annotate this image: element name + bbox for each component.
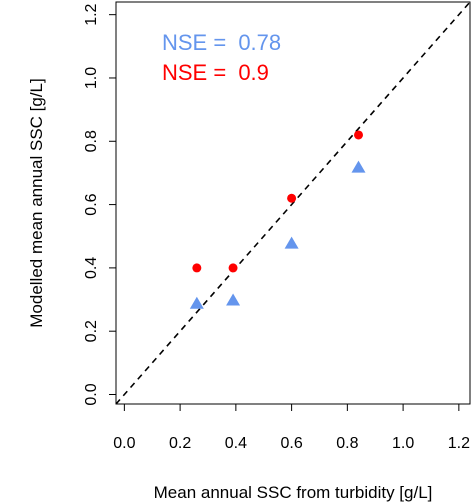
y-tick-label: 1.2 xyxy=(83,3,100,25)
y-axis-label: Modelled mean annual SSC [g/L] xyxy=(27,78,46,328)
x-tick-label: 0.8 xyxy=(336,435,358,452)
nse-value: 0.78 xyxy=(238,30,281,55)
x-axis-label: Mean annual SSC from turbidity [g/L] xyxy=(154,483,433,502)
nse-annotation: NSE = 0.78 xyxy=(162,30,281,55)
data-point-circle xyxy=(228,263,238,273)
one-to-one-reference-line xyxy=(115,1,471,405)
data-point-circle xyxy=(354,130,364,140)
nse-label: NSE = xyxy=(162,30,232,55)
y-tick-label: 0.0 xyxy=(83,383,100,405)
y-tick-label: 0.6 xyxy=(83,193,100,215)
data-point-triangle xyxy=(351,160,366,173)
y-tick-label: 0.2 xyxy=(83,320,100,342)
data-point-triangle xyxy=(226,293,241,306)
y-tick-label: 1.0 xyxy=(83,67,100,89)
y-tick-label: 0.4 xyxy=(83,257,100,279)
plot-frame xyxy=(115,1,471,405)
data-point-circle xyxy=(287,193,297,203)
x-tick-label: 1.2 xyxy=(448,435,470,452)
data-point-circle xyxy=(192,263,202,273)
y-tick-label: 0.8 xyxy=(83,130,100,152)
nse-label: NSE = xyxy=(162,60,232,85)
data-point-triangle xyxy=(189,296,204,309)
x-tick-label: 0.6 xyxy=(280,435,302,452)
x-tick-label: 0.4 xyxy=(225,435,247,452)
data-point-triangle xyxy=(284,236,299,249)
x-tick-label: 0.2 xyxy=(169,435,191,452)
nse-annotation: NSE = 0.9 xyxy=(162,60,269,85)
x-tick-label: 1.0 xyxy=(392,435,414,452)
x-tick-label: 0.0 xyxy=(113,435,135,452)
nse-value: 0.9 xyxy=(238,60,269,85)
